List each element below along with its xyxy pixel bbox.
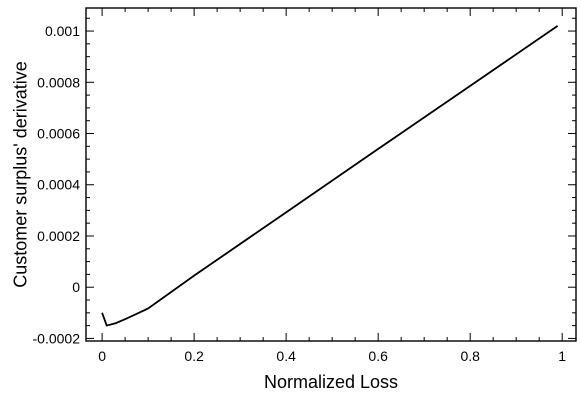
series-line <box>101 25 559 327</box>
x-tick-label: 1 <box>558 348 566 364</box>
x-tick-label: 0.6 <box>368 348 388 364</box>
x-axis-label: Normalized Loss <box>264 372 398 392</box>
x-tick-label: 0.4 <box>276 348 296 364</box>
y-tick-label: -0.0002 <box>33 330 81 346</box>
y-tick-label: 0.0006 <box>37 126 80 142</box>
x-tick-label: 0.8 <box>460 348 480 364</box>
x-axis-ticks: 0 0.2 0.4 0.6 0.8 1 <box>98 8 566 364</box>
y-axis-label: Customer surplus' derivative <box>10 61 30 288</box>
y-tick-label: 0.001 <box>45 23 80 39</box>
x-tick-label: 0.2 <box>184 348 204 364</box>
y-tick-label: 0 <box>72 279 80 295</box>
y-axis-ticks: -0.0002 0 0.0002 0.0004 0.0006 0.0008 0.001 <box>33 17 576 346</box>
y-tick-label: 0.0002 <box>37 228 80 244</box>
x-tick-label: 0 <box>98 348 106 364</box>
y-tick-label: 0.0004 <box>37 177 80 193</box>
series-layer <box>101 25 559 327</box>
plot-area-frame <box>85 7 577 342</box>
y-tick-label: 0.0008 <box>37 74 80 90</box>
